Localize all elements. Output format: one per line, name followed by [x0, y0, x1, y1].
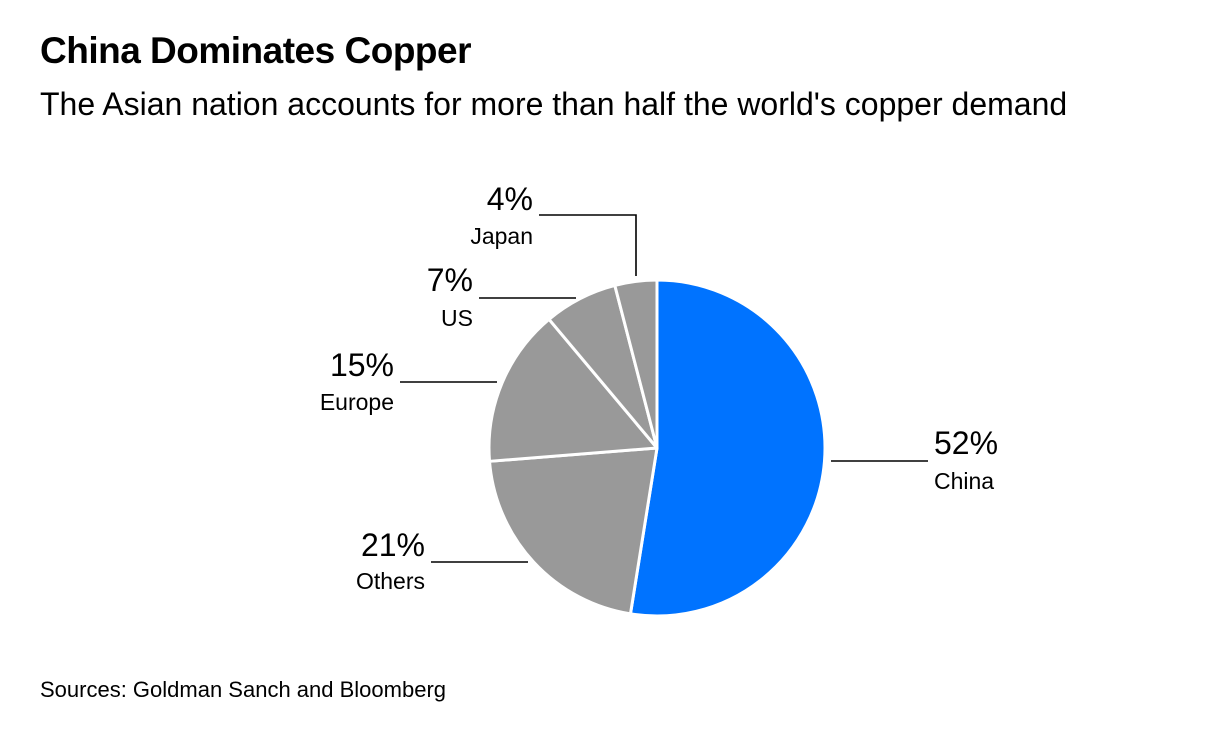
pie-slices [487, 278, 827, 618]
data-label-others-percent: 21% [361, 527, 425, 563]
data-label-europe-name: Europe [320, 389, 394, 415]
pie-slice-china [628, 278, 827, 618]
chart-title: China Dominates Copper [40, 30, 472, 71]
pie-slice-japan [613, 278, 659, 450]
chart-subtitle: The Asian nation accounts for more than … [40, 86, 1068, 122]
data-label-others-name: Others [356, 568, 425, 594]
pie-slice-others [488, 446, 659, 616]
pie-slice-europe [487, 317, 659, 463]
data-label-europe-percent: 15% [330, 347, 394, 383]
data-label-china-name: China [934, 468, 994, 494]
data-label-us-name: US [441, 305, 473, 331]
pie-callouts: 52% China 21% Others 15% Europe 7% US 4% Japan [320, 181, 998, 594]
leader-line-japan [539, 214, 637, 276]
source-note: Sources: Goldman Sanch and Bloomberg [40, 677, 447, 702]
data-label-us-percent: 7% [427, 262, 473, 298]
data-label-japan-percent: 4% [487, 181, 533, 217]
data-label-japan-name: Japan [470, 223, 533, 249]
data-label-china-percent: 52% [934, 425, 998, 461]
